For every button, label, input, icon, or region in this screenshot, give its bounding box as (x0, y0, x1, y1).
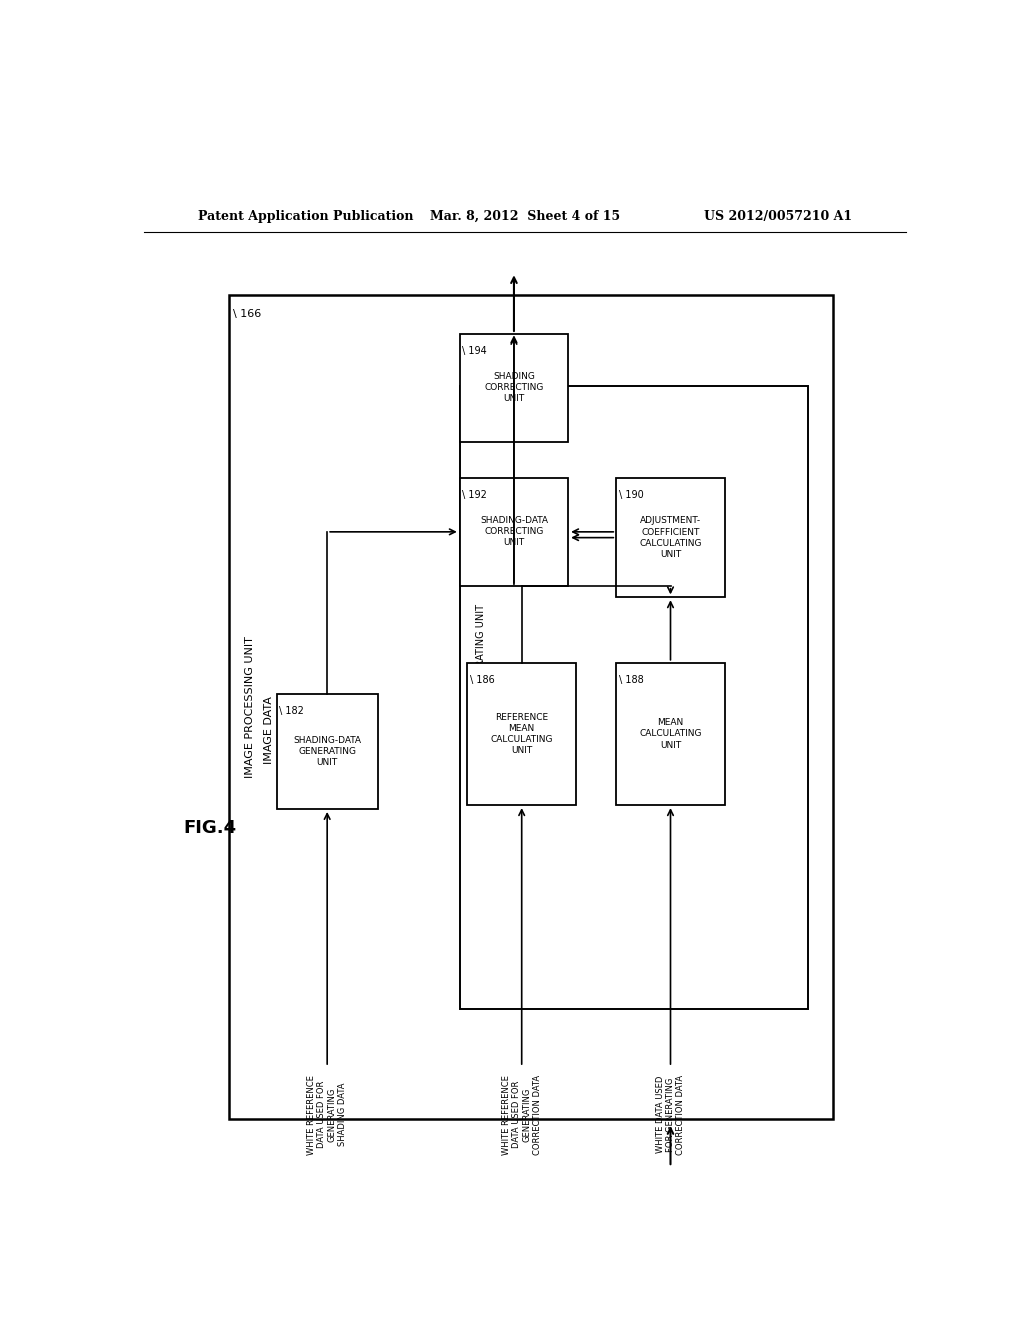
Text: IMAGE PROCESSING UNIT: IMAGE PROCESSING UNIT (246, 636, 255, 779)
Bar (276, 693, 378, 809)
Text: Patent Application Publication: Patent Application Publication (198, 210, 414, 223)
Text: \ 184: \ 184 (464, 400, 493, 409)
Bar (460, 385, 809, 1010)
Text: REFERENCE
MEAN
CALCULATING
UNIT: REFERENCE MEAN CALCULATING UNIT (490, 713, 553, 755)
Text: SHADING
CORRECTING
UNIT: SHADING CORRECTING UNIT (484, 372, 544, 404)
Text: \ 190: \ 190 (618, 490, 643, 500)
Text: \ 194: \ 194 (462, 346, 486, 356)
Bar (460, 478, 568, 586)
Text: \ 192: \ 192 (462, 490, 486, 500)
Bar (228, 296, 834, 1119)
Bar (616, 478, 725, 597)
Text: WHITE DATA USED
FOR GENERATING
CORRECTION DATA: WHITE DATA USED FOR GENERATING CORRECTIO… (655, 1074, 685, 1155)
Text: US 2012/0057210 A1: US 2012/0057210 A1 (705, 210, 853, 223)
Bar (616, 663, 725, 805)
Text: WHITE REFERENCE
DATA USED FOR
GENERATING
SHADING DATA: WHITE REFERENCE DATA USED FOR GENERATING… (307, 1074, 347, 1155)
Text: SHADING-DATA
CORRECTING
UNIT: SHADING-DATA CORRECTING UNIT (480, 516, 548, 548)
Text: \ 188: \ 188 (618, 675, 643, 685)
Text: ADJUSTMENT-
COEFFICIENT
CALCULATING
UNIT: ADJUSTMENT- COEFFICIENT CALCULATING UNIT (639, 516, 701, 558)
Text: MEAN
CALCULATING
UNIT: MEAN CALCULATING UNIT (639, 718, 701, 750)
Text: FIG.4: FIG.4 (183, 820, 237, 837)
Bar (467, 663, 575, 805)
Text: IMAGE DATA: IMAGE DATA (264, 697, 274, 764)
Text: WHITE REFERENCE
DATA USED FOR
GENERATING
CORRECTION DATA: WHITE REFERENCE DATA USED FOR GENERATING… (502, 1074, 542, 1155)
Text: \ 186: \ 186 (470, 675, 495, 685)
Text: \ 182: \ 182 (280, 706, 304, 715)
Bar (460, 334, 568, 442)
Text: \ 166: \ 166 (232, 309, 261, 319)
Text: SHADING-DATA
GENERATING
UNIT: SHADING-DATA GENERATING UNIT (293, 735, 361, 767)
Text: Mar. 8, 2012  Sheet 4 of 15: Mar. 8, 2012 Sheet 4 of 15 (430, 210, 620, 223)
Text: CORRECTION-DATA GENERATING UNIT: CORRECTION-DATA GENERATING UNIT (476, 605, 486, 791)
